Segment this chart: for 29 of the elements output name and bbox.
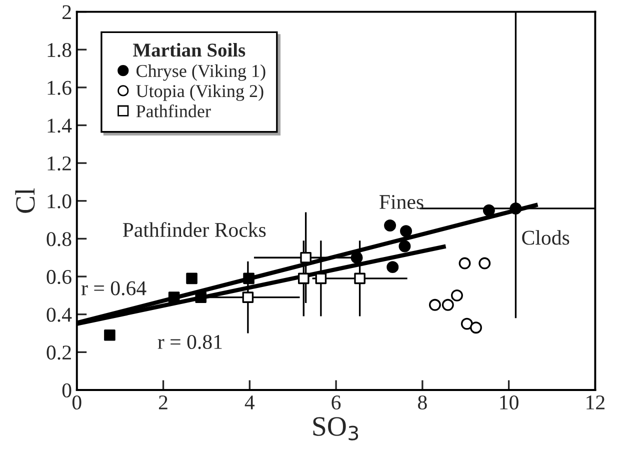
- y-tick-label: 1.4: [48, 118, 72, 133]
- x-tick-label: 6: [332, 396, 341, 410]
- legend-title: Martian Soils: [133, 43, 246, 57]
- y-axis-title: Cl: [15, 188, 35, 213]
- y-tick-label: 1.6: [48, 80, 72, 95]
- y-tick-label: 1.0: [48, 194, 72, 208]
- y-tick-label: 2: [62, 5, 71, 20]
- y-tick-label: 0.6: [46, 270, 72, 284]
- annotation: Fines: [380, 195, 424, 210]
- annotation: Pathfinder Rocks: [122, 222, 266, 237]
- y-tick-label: 1.8: [48, 42, 72, 58]
- series-label: r = 0.64: [81, 281, 146, 296]
- x-axis-title: SO$_{3}$: [313, 417, 358, 440]
- legend-label: Utopia (Viking 2): [136, 84, 264, 101]
- y-tick-label: 0: [62, 383, 72, 398]
- y-tick-label: 0.4: [46, 308, 72, 322]
- y-tick-label: 1.2: [48, 156, 71, 171]
- x-tick-label: 8: [418, 395, 427, 410]
- series-label: r = 0.81: [158, 334, 222, 350]
- annotation: Clods: [522, 230, 570, 245]
- x-tick-label: 2: [158, 396, 168, 410]
- x-tick-label: 12: [586, 396, 604, 410]
- legend-label: Pathfinder: [136, 104, 211, 118]
- legend-label: Chryse (Viking 1): [136, 64, 266, 81]
- x-tick-label: 0: [72, 395, 82, 410]
- x-tick-label: 10: [500, 395, 518, 410]
- y-tick-label: 0.8: [46, 232, 72, 246]
- y-tick-label: 0.2: [46, 346, 71, 360]
- x-tick-label: 4: [244, 396, 255, 410]
